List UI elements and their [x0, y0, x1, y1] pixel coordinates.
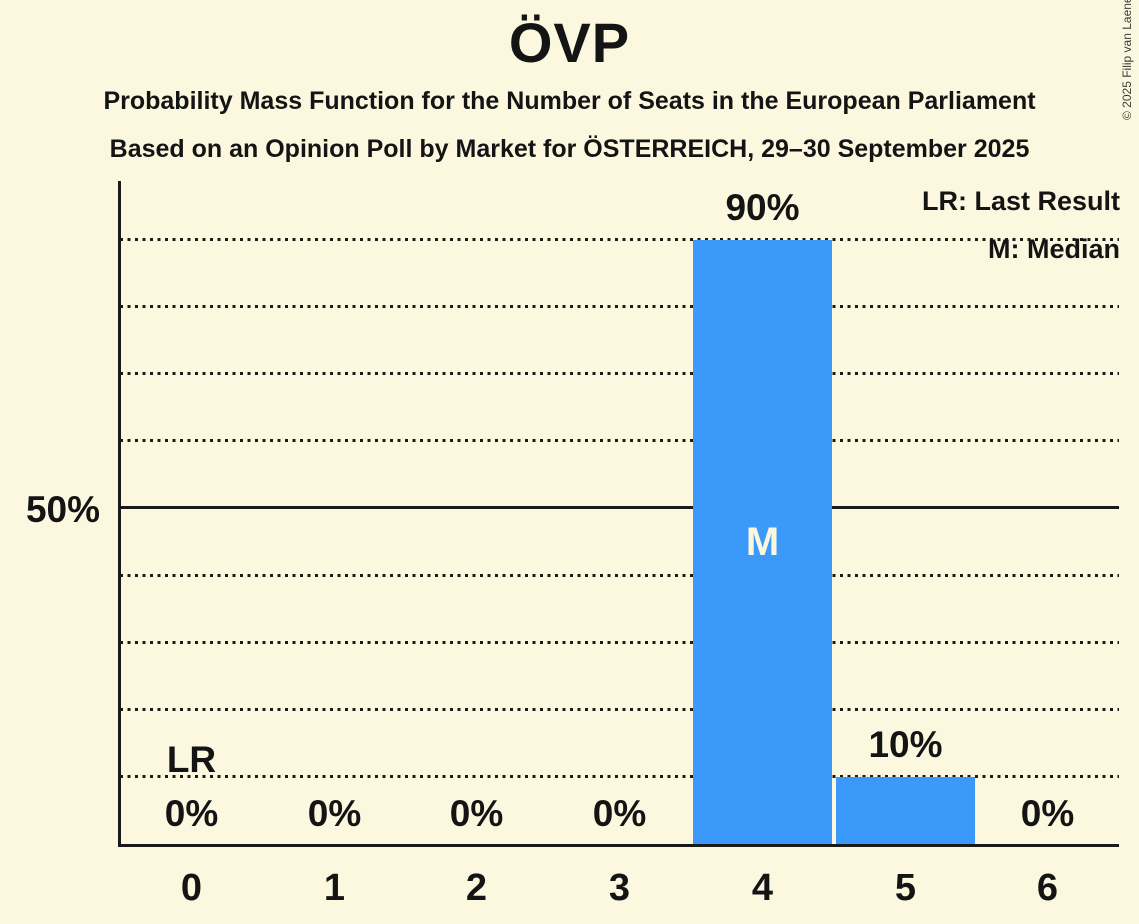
- gridline-60-percent: [120, 439, 1119, 442]
- chart-title: ÖVP: [508, 11, 631, 74]
- value-label-seat-5: 10%: [868, 724, 943, 765]
- gridline-80-percent: [120, 305, 1119, 308]
- x-tick-3: 3: [608, 867, 631, 909]
- gridline-30-percent: [120, 641, 1119, 644]
- x-tick-1: 1: [323, 867, 346, 909]
- value-label-seat-3: 0%: [592, 793, 647, 834]
- x-tick-6: 6: [1036, 867, 1059, 909]
- chart-subtitle-line2: Based on an Opinion Poll by Market for Ö…: [109, 135, 1030, 163]
- value-label-seat-0: 0%: [164, 793, 219, 834]
- x-tick-0: 0: [180, 867, 203, 909]
- gridline-40-percent: [120, 574, 1119, 577]
- legend-median: M: Median: [988, 234, 1120, 264]
- last-result-marker: LR: [166, 739, 217, 780]
- median-marker: M: [745, 520, 780, 564]
- x-axis-line: [118, 844, 1119, 847]
- y-axis-50-percent-label: 50%: [25, 489, 100, 530]
- bar-seat-5: [836, 777, 975, 844]
- plot-area: 0% 0% 0% 0% 90% 10% 0% LR M: [120, 181, 1119, 844]
- copyright-notice: © 2025 Filip van Laenen: [1120, 0, 1134, 120]
- x-axis-tick-labels: 0 1 2 3 4 5 6: [120, 866, 1119, 914]
- y-axis-line: [118, 181, 121, 847]
- chart-subtitle-line1: Probability Mass Function for the Number…: [103, 87, 1036, 115]
- value-label-seat-6: 0%: [1020, 793, 1075, 834]
- x-tick-2: 2: [465, 867, 488, 909]
- x-tick-4: 4: [751, 867, 774, 909]
- gridline-70-percent: [120, 372, 1119, 375]
- bar-seat-4: [693, 240, 832, 844]
- gridline-90-percent: [120, 238, 1119, 241]
- legend-last-result: LR: Last Result: [921, 186, 1120, 216]
- gridline-50-percent: [120, 506, 1119, 509]
- value-label-seat-1: 0%: [307, 793, 362, 834]
- gridline-20-percent: [120, 708, 1119, 711]
- gridline-10-percent: [120, 775, 1119, 778]
- value-label-seat-4: 90%: [725, 187, 800, 228]
- value-label-seat-2: 0%: [449, 793, 504, 834]
- x-tick-5: 5: [894, 867, 917, 909]
